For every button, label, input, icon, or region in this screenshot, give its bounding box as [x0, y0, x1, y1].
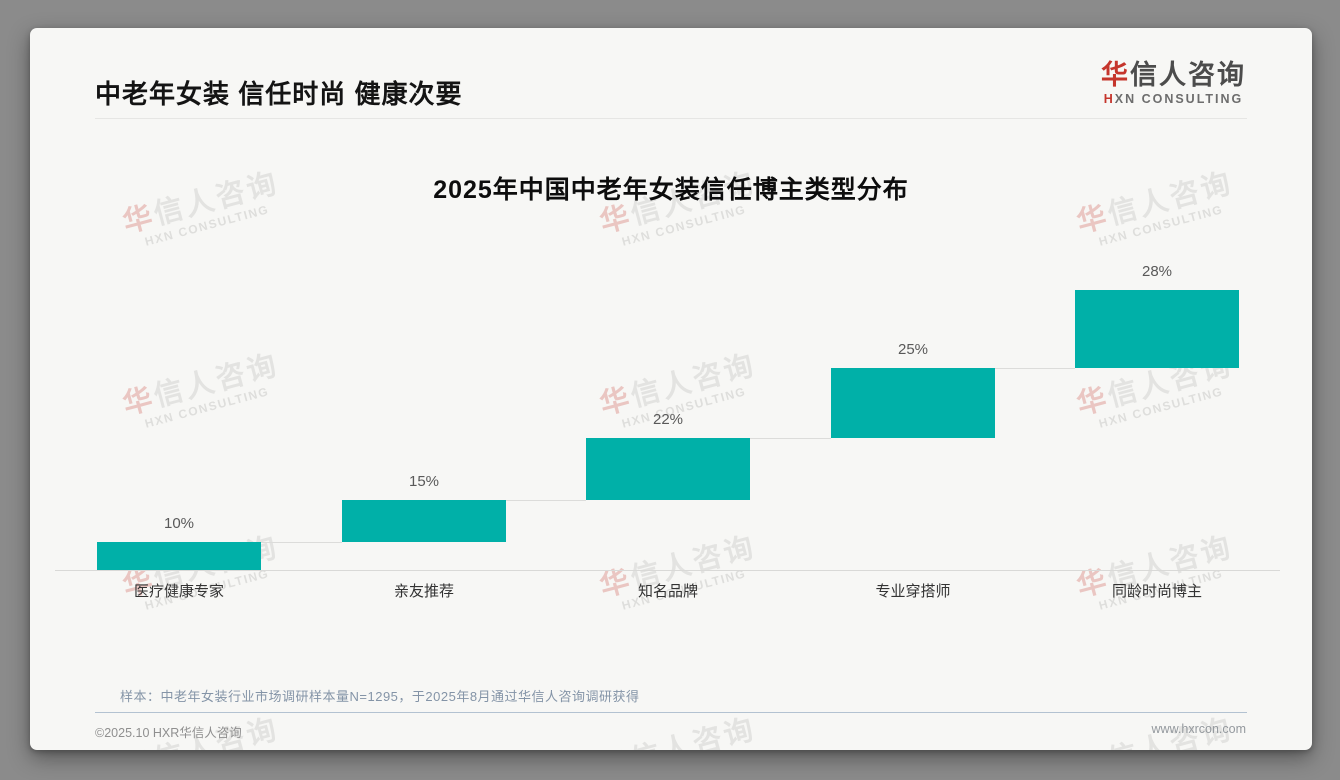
footer-website: www.hxrcon.com	[1151, 722, 1246, 736]
category-label: 同龄时尚博主	[1111, 583, 1202, 600]
category-label: 亲友推荐	[393, 583, 454, 600]
step-connector-line	[995, 368, 1075, 370]
footer-copyright: ©2025.10 HXR华信人咨询	[95, 726, 242, 740]
step-connector-line	[506, 500, 586, 501]
sample-footnote: 样本：中老年女装行业市场调研样本量N=1295，于2025年8月通过华信人咨询调…	[120, 689, 640, 704]
page-title: 中老年女装 信任时尚 健康次要	[95, 79, 463, 109]
bar-segment	[1075, 290, 1239, 369]
bar-segment	[97, 542, 261, 570]
bar-segment	[342, 500, 506, 542]
logo-chinese-text: 华信人咨询	[1101, 60, 1246, 90]
category-label: 专业穿搭师	[875, 583, 951, 600]
x-axis-line	[55, 570, 1280, 571]
footer-divider	[95, 712, 1247, 713]
chart-title: 2025年中国中老年女装信任博主类型分布	[433, 176, 909, 204]
step-connector-line	[261, 542, 342, 543]
category-label: 知名品牌	[637, 583, 698, 600]
bar-segment	[586, 438, 750, 500]
bar-value-label: 25%	[897, 341, 929, 359]
chart-plot: 10% 医疗健康专家 15% 亲友推荐 22% 知名品牌 25% 专业穿搭师 28% 同龄时尚博主	[30, 28, 1312, 750]
bar-value-label: 28%	[1141, 263, 1173, 280]
bar-value-label: 22%	[652, 411, 684, 429]
header-divider	[95, 118, 1247, 119]
bar-value-label: 15%	[408, 473, 440, 490]
report-card: 华信人咨询 HXN CONSULTING 华信人咨询 HXN CONSULTING 华信…	[30, 28, 1312, 750]
logo-english-text: HXN CONSULTING	[1103, 91, 1244, 106]
category-label: 医疗健康专家	[133, 583, 224, 600]
step-connector-line	[750, 438, 831, 440]
bar-value-label: 10%	[163, 515, 195, 532]
bar-segment	[831, 368, 995, 439]
company-logo: 华信人咨询 HXN CONSULTING	[1101, 60, 1246, 106]
